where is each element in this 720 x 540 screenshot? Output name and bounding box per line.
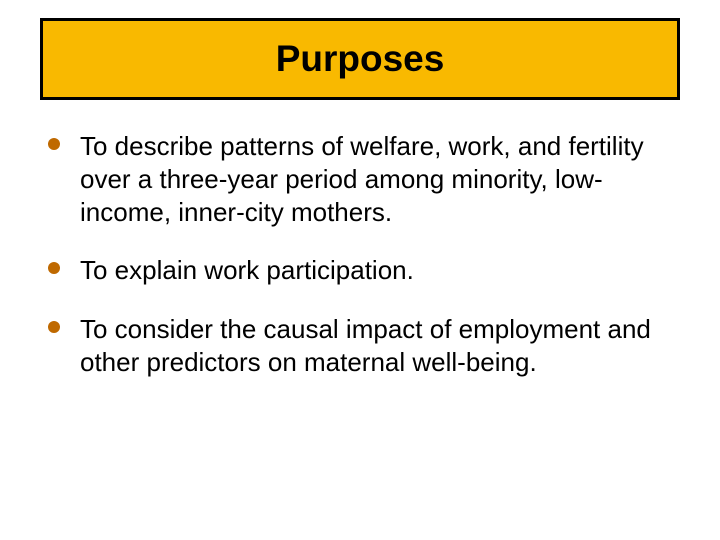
bullet-icon xyxy=(48,321,60,333)
slide-title: Purposes xyxy=(276,38,445,80)
slide: Purposes To describe patterns of welfare… xyxy=(0,0,720,540)
list-item: To consider the causal impact of employm… xyxy=(48,313,668,379)
bullet-text: To describe patterns of welfare, work, a… xyxy=(80,130,668,228)
bullet-list: To describe patterns of welfare, work, a… xyxy=(48,130,668,405)
list-item: To describe patterns of welfare, work, a… xyxy=(48,130,668,228)
bullet-icon xyxy=(48,138,60,150)
bullet-text: To consider the causal impact of employm… xyxy=(80,313,668,379)
bullet-icon xyxy=(48,262,60,274)
bullet-text: To explain work participation. xyxy=(80,254,414,287)
title-box: Purposes xyxy=(40,18,680,100)
list-item: To explain work participation. xyxy=(48,254,668,287)
